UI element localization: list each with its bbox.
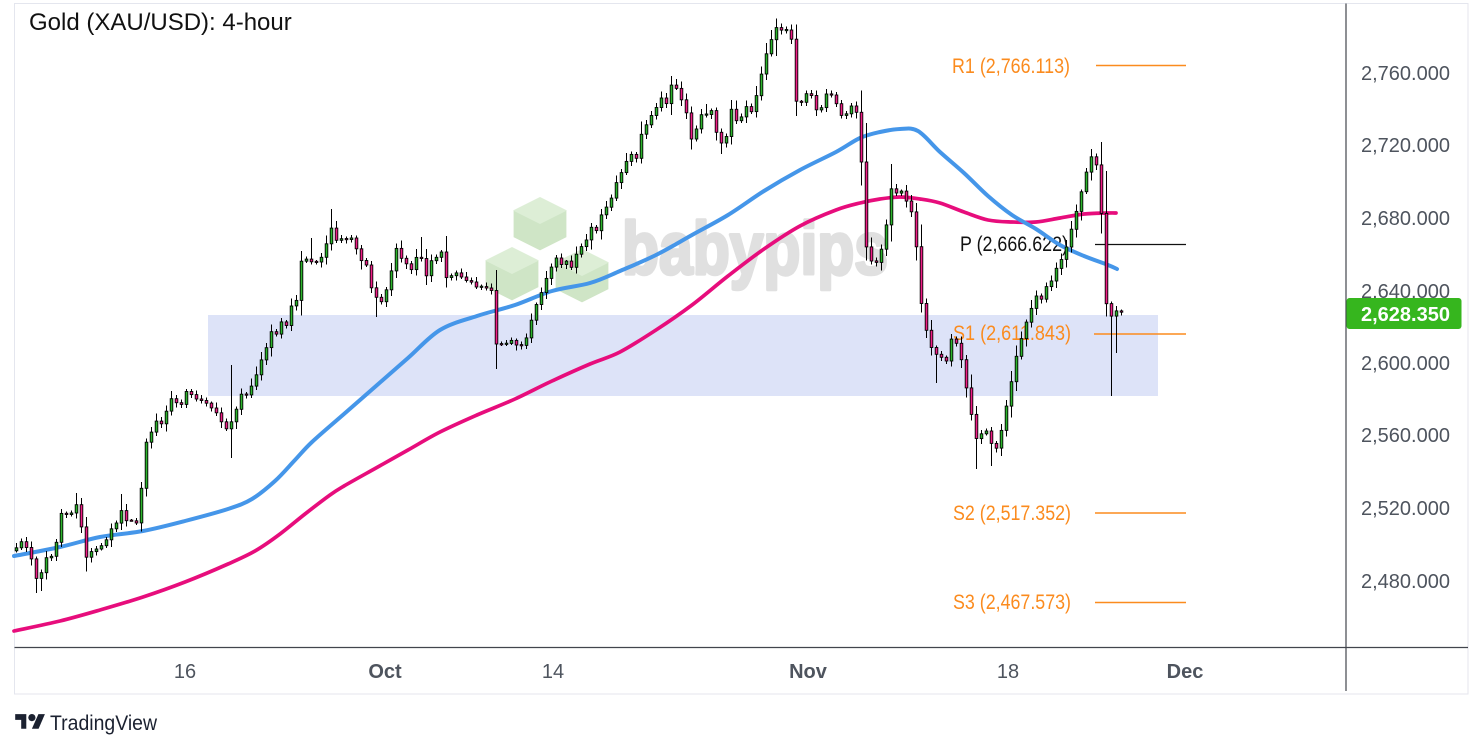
svg-text:2,680.000: 2,680.000 bbox=[1361, 208, 1450, 230]
svg-text:2,520.000: 2,520.000 bbox=[1361, 498, 1450, 520]
svg-text:babypips: babypips bbox=[622, 207, 888, 290]
svg-text:Gold (XAU/USD): 4-hour: Gold (XAU/USD): 4-hour bbox=[29, 9, 292, 36]
svg-text:Oct: Oct bbox=[368, 661, 402, 683]
svg-text:P (2,666.622): P (2,666.622) bbox=[960, 233, 1068, 256]
svg-text:TradingView: TradingView bbox=[50, 712, 158, 735]
svg-text:R1 (2,766.113): R1 (2,766.113) bbox=[952, 55, 1070, 78]
svg-text:S3 (2,467.573): S3 (2,467.573) bbox=[953, 591, 1071, 614]
svg-text:2,640.000: 2,640.000 bbox=[1361, 281, 1450, 303]
svg-text:Nov: Nov bbox=[789, 661, 828, 683]
svg-text:S1 (2,611.843): S1 (2,611.843) bbox=[953, 322, 1071, 345]
svg-text:2,760.000: 2,760.000 bbox=[1361, 63, 1450, 85]
svg-text:18: 18 bbox=[997, 661, 1019, 683]
svg-text:2,560.000: 2,560.000 bbox=[1361, 425, 1450, 447]
svg-text:2,480.000: 2,480.000 bbox=[1361, 571, 1450, 593]
svg-text:2,600.000: 2,600.000 bbox=[1361, 353, 1450, 375]
svg-text:2,628.350: 2,628.350 bbox=[1361, 304, 1450, 326]
svg-text:14: 14 bbox=[542, 661, 564, 683]
svg-text:2,720.000: 2,720.000 bbox=[1361, 135, 1450, 157]
svg-text:Dec: Dec bbox=[1167, 661, 1204, 683]
svg-text:16: 16 bbox=[174, 661, 196, 683]
svg-text:S2 (2,517.352): S2 (2,517.352) bbox=[953, 502, 1071, 525]
